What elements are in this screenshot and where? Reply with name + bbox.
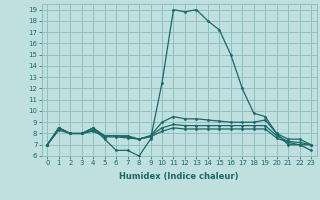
X-axis label: Humidex (Indice chaleur): Humidex (Indice chaleur)	[119, 172, 239, 181]
